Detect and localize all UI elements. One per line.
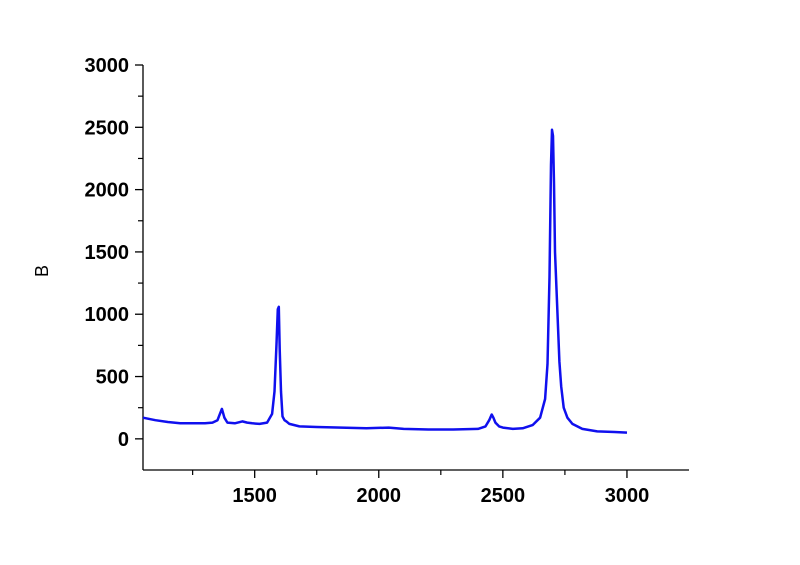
x-tick-label: 2500	[481, 485, 526, 507]
series-line	[142, 128, 628, 434]
y-tick-label: 3000	[85, 55, 130, 77]
x-tick-label: 1500	[232, 485, 277, 507]
y-tick-label: 1000	[85, 304, 130, 326]
x-tick-labels: 1500 2000 2500 3000	[232, 485, 649, 507]
x-tick-label: 3000	[605, 485, 650, 507]
y-tick-label: 1500	[85, 242, 130, 264]
x-tick-label: 2000	[357, 485, 402, 507]
plot-area: 1500 2000 2500 3000 0 500 1000 1500 2000 2500 300…	[85, 55, 689, 507]
x-axis-ticks	[192, 470, 628, 478]
y-tick-label: 500	[96, 367, 129, 389]
y-axis-ticks	[135, 64, 143, 440]
y-tick-label: 2000	[85, 180, 130, 202]
y-tick-label: 2500	[85, 117, 130, 139]
y-axis-label: B	[32, 265, 52, 277]
y-tick-label: 0	[118, 429, 129, 451]
y-tick-labels: 0 500 1000 1500 2000 2500 3000	[85, 55, 130, 451]
